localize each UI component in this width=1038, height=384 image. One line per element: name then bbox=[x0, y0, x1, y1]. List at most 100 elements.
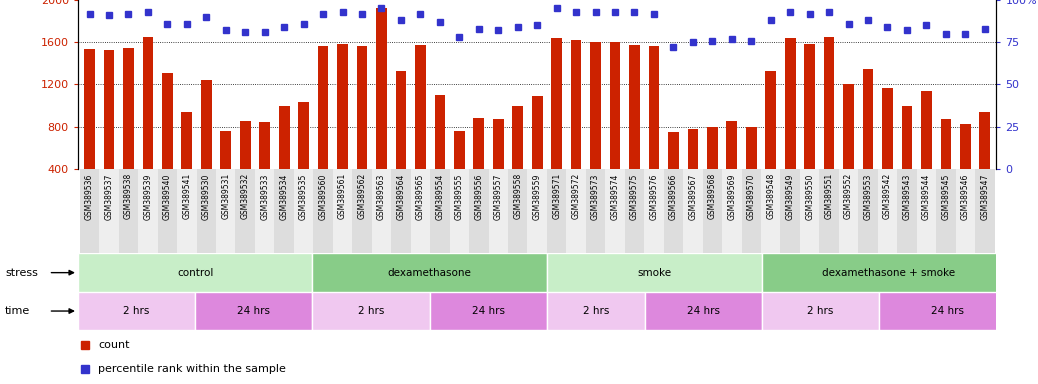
Text: GSM389569: GSM389569 bbox=[728, 173, 736, 220]
Text: GSM389541: GSM389541 bbox=[183, 173, 191, 219]
Bar bbox=[683, 169, 703, 253]
Bar bbox=[527, 169, 547, 253]
Text: GSM389568: GSM389568 bbox=[708, 173, 717, 219]
Bar bbox=[142, 37, 154, 211]
Bar bbox=[220, 131, 231, 211]
Bar bbox=[703, 169, 722, 253]
Text: GSM389536: GSM389536 bbox=[85, 173, 94, 220]
Bar bbox=[333, 169, 352, 253]
Text: GSM389537: GSM389537 bbox=[105, 173, 113, 220]
Text: dexamethasone + smoke: dexamethasone + smoke bbox=[822, 268, 956, 278]
Bar bbox=[645, 292, 762, 330]
Bar bbox=[411, 169, 430, 253]
Text: GSM389555: GSM389555 bbox=[455, 173, 464, 220]
Text: GSM389571: GSM389571 bbox=[552, 173, 562, 219]
Bar bbox=[824, 37, 835, 211]
Bar bbox=[819, 169, 839, 253]
Bar bbox=[449, 169, 469, 253]
Bar bbox=[100, 169, 118, 253]
Text: GSM389567: GSM389567 bbox=[688, 173, 698, 220]
Text: 2 hrs: 2 hrs bbox=[582, 306, 609, 316]
Text: GSM389543: GSM389543 bbox=[902, 173, 911, 220]
Bar bbox=[567, 169, 585, 253]
Text: GSM389564: GSM389564 bbox=[397, 173, 406, 220]
Text: percentile rank within the sample: percentile rank within the sample bbox=[98, 364, 285, 374]
Bar bbox=[118, 169, 138, 253]
Text: GSM389550: GSM389550 bbox=[805, 173, 814, 220]
Bar bbox=[785, 38, 795, 211]
Bar bbox=[551, 38, 562, 211]
Bar bbox=[687, 129, 699, 211]
Text: GSM389531: GSM389531 bbox=[221, 173, 230, 219]
Text: GSM389576: GSM389576 bbox=[650, 173, 658, 220]
Text: GSM389554: GSM389554 bbox=[435, 173, 444, 220]
Bar bbox=[80, 169, 100, 253]
Bar bbox=[158, 169, 177, 253]
Bar bbox=[196, 169, 216, 253]
Text: GSM389570: GSM389570 bbox=[746, 173, 756, 220]
Bar bbox=[858, 169, 878, 253]
Text: GSM389566: GSM389566 bbox=[668, 173, 678, 220]
Bar bbox=[469, 169, 489, 253]
Bar bbox=[84, 49, 94, 211]
Text: GSM389544: GSM389544 bbox=[922, 173, 931, 220]
Text: count: count bbox=[98, 340, 130, 350]
Text: GSM389561: GSM389561 bbox=[338, 173, 347, 219]
Bar bbox=[318, 46, 328, 211]
Text: dexamethasone: dexamethasone bbox=[388, 268, 471, 278]
Text: GSM389535: GSM389535 bbox=[299, 173, 308, 220]
Bar bbox=[722, 169, 741, 253]
Bar bbox=[294, 169, 313, 253]
Bar bbox=[882, 88, 893, 211]
Bar bbox=[863, 69, 873, 211]
Text: GSM389559: GSM389559 bbox=[532, 173, 542, 220]
Bar bbox=[547, 292, 645, 330]
Text: GSM389560: GSM389560 bbox=[319, 173, 328, 220]
Bar bbox=[879, 292, 1016, 330]
Bar bbox=[975, 169, 994, 253]
Bar bbox=[765, 71, 776, 211]
Bar bbox=[727, 121, 737, 211]
Text: 2 hrs: 2 hrs bbox=[808, 306, 834, 316]
Bar bbox=[839, 169, 858, 253]
Bar bbox=[352, 169, 372, 253]
Bar bbox=[313, 169, 333, 253]
Bar bbox=[960, 124, 971, 211]
Bar bbox=[956, 169, 975, 253]
Bar bbox=[513, 106, 523, 211]
Bar bbox=[395, 71, 406, 211]
Text: GSM389532: GSM389532 bbox=[241, 173, 250, 219]
Bar bbox=[980, 112, 990, 211]
Bar bbox=[337, 44, 348, 211]
Bar bbox=[707, 127, 717, 211]
Bar bbox=[454, 131, 465, 211]
Bar bbox=[508, 169, 527, 253]
Bar bbox=[415, 45, 426, 211]
Text: GSM389533: GSM389533 bbox=[261, 173, 269, 220]
Text: GSM389573: GSM389573 bbox=[591, 173, 600, 220]
Bar bbox=[274, 169, 294, 253]
Bar bbox=[921, 91, 932, 211]
Bar bbox=[357, 46, 367, 211]
Text: GSM389551: GSM389551 bbox=[824, 173, 834, 219]
Text: smoke: smoke bbox=[637, 268, 672, 278]
Text: GSM389542: GSM389542 bbox=[883, 173, 892, 219]
Text: GSM389558: GSM389558 bbox=[513, 173, 522, 219]
Bar bbox=[430, 169, 449, 253]
Bar bbox=[489, 169, 508, 253]
Bar bbox=[762, 292, 879, 330]
Bar bbox=[391, 169, 411, 253]
Bar bbox=[762, 253, 1016, 292]
Bar bbox=[216, 169, 236, 253]
Text: GSM389556: GSM389556 bbox=[474, 173, 484, 220]
Bar bbox=[843, 84, 854, 211]
Text: 24 hrs: 24 hrs bbox=[687, 306, 719, 316]
Bar bbox=[585, 169, 605, 253]
Text: GSM389563: GSM389563 bbox=[377, 173, 386, 220]
Text: GSM389553: GSM389553 bbox=[864, 173, 873, 220]
Text: GSM389552: GSM389552 bbox=[844, 173, 853, 219]
Bar bbox=[124, 48, 134, 211]
Bar bbox=[936, 169, 956, 253]
Bar bbox=[279, 106, 290, 211]
Bar bbox=[195, 292, 312, 330]
